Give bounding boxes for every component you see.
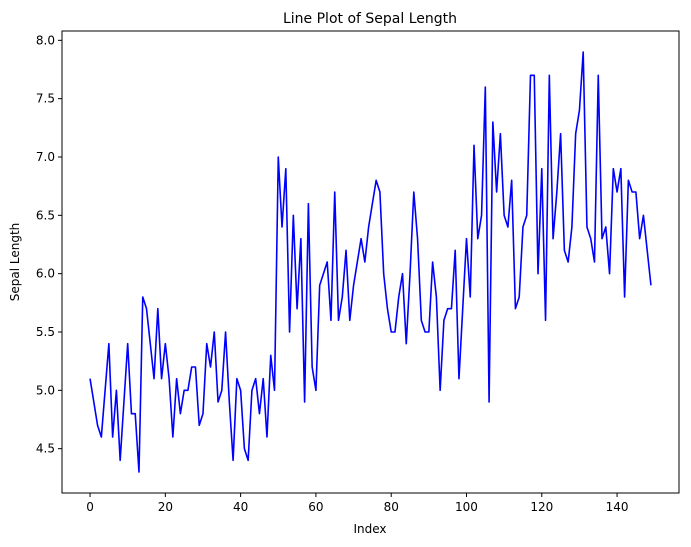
- y-tick-label: 6.5: [36, 208, 55, 222]
- x-tick-label: 100: [455, 500, 478, 514]
- x-tick-label: 80: [384, 500, 399, 514]
- y-tick-label: 6.0: [36, 267, 55, 281]
- axes-frame: [61, 30, 680, 494]
- y-tick-label: 7.5: [36, 92, 55, 106]
- x-tick-label: 20: [158, 500, 173, 514]
- y-axis-label: Sepal Length: [8, 223, 22, 302]
- chart-title: Line Plot of Sepal Length: [283, 11, 457, 27]
- x-tick-label: 140: [606, 500, 629, 514]
- y-tick-label: 4.5: [36, 442, 55, 456]
- plot-area: [89, 51, 652, 473]
- y-tick-label: 5.0: [36, 383, 55, 397]
- x-axis-label: Index: [353, 522, 386, 536]
- y-tick-label: 5.5: [36, 325, 55, 339]
- x-tick-label: 120: [530, 500, 553, 514]
- axis-ticks: 0 20 40 60 80 100 120 140 4.5 5.0 5.5 6.0 6.5 7.0 7.5 8…: [36, 33, 629, 514]
- x-tick-label: 0: [86, 500, 94, 514]
- x-tick-label: 60: [308, 500, 323, 514]
- x-tick-label: 40: [233, 500, 248, 514]
- y-tick-label: 8.0: [36, 33, 55, 47]
- series-line-0: [89, 51, 652, 473]
- y-tick-label: 7.0: [36, 150, 55, 164]
